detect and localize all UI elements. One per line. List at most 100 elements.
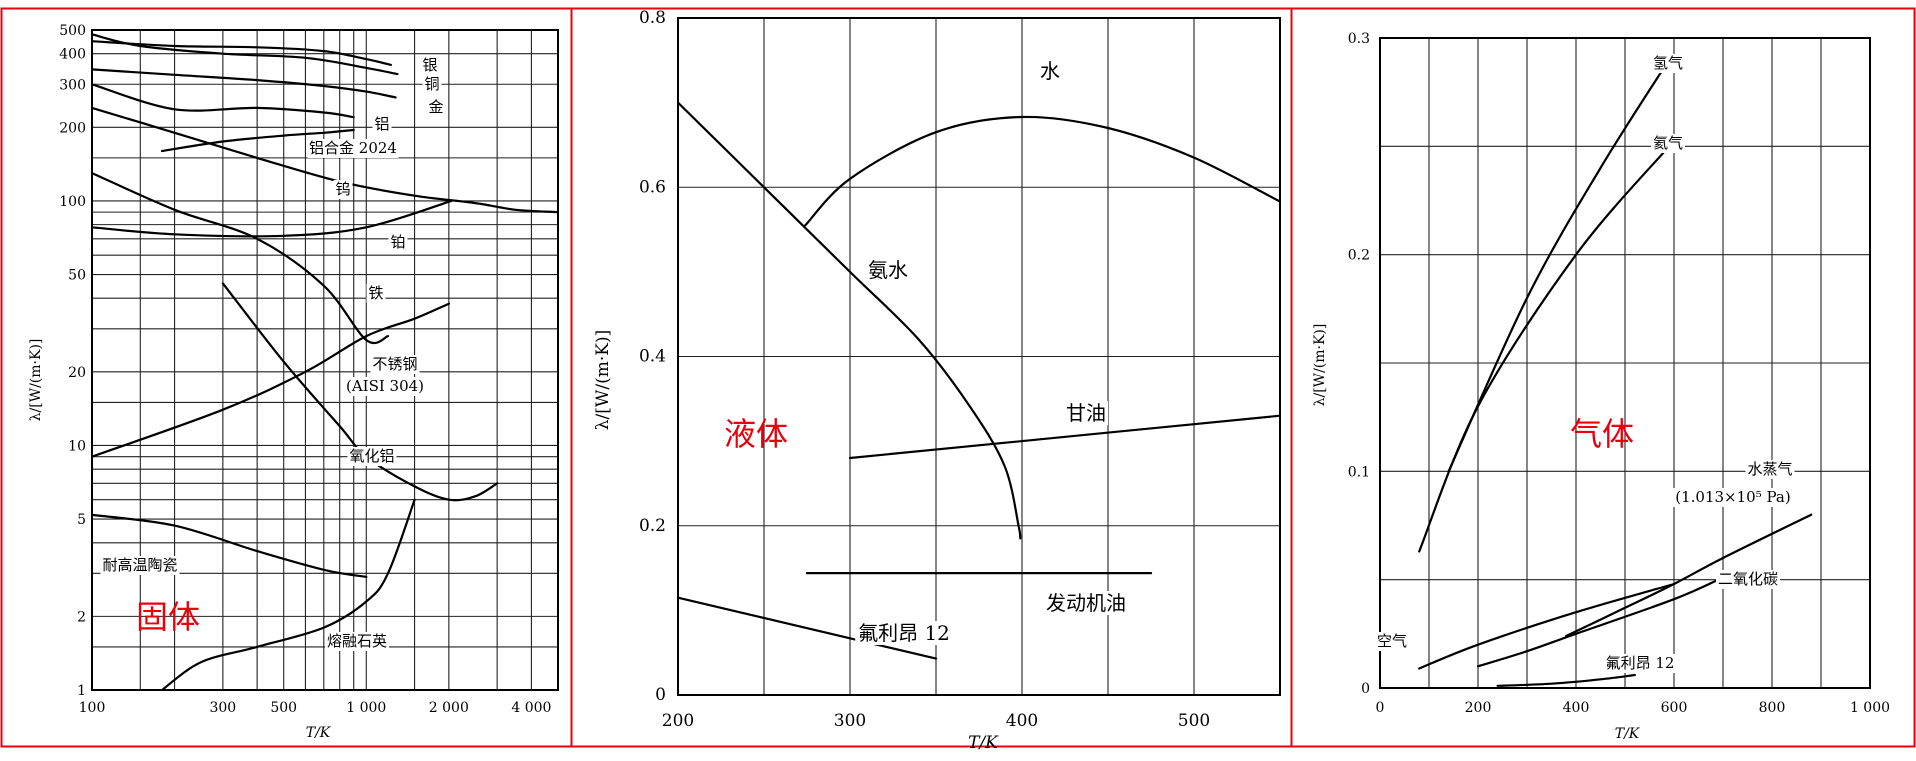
label-backing: [866, 258, 910, 282]
label-backing: [370, 355, 420, 374]
label-backing: [347, 447, 397, 466]
series-line-氦气: [1418, 145, 1671, 553]
y-tick-label: 10: [68, 438, 86, 454]
label-backing: [1651, 134, 1685, 153]
series-line-空气: [1418, 582, 1676, 670]
y-tick-label: 0.2: [639, 516, 666, 536]
series-label-铝: 铝: [374, 115, 389, 133]
y-tick-label: 0.1: [1348, 464, 1370, 480]
series-line-甘油: [848, 414, 1282, 460]
y-tick-label: 20: [68, 365, 86, 381]
series-line-熔融石英: [160, 498, 416, 692]
x-tick-label: 1 000: [1850, 700, 1890, 716]
chart-liquids: 200 300 400 500 0 0.2 0.4 0.6 0.8 T/K λ/[W/(m·K)] 水…: [593, 8, 1282, 753]
x-tick-label: 200: [662, 711, 694, 731]
series-line-铁: [90, 172, 390, 345]
series-label-氦气: 氦气: [1653, 134, 1683, 152]
series-line-铝: [90, 83, 355, 119]
label-backing: [1375, 632, 1409, 651]
series-line-铂: [90, 199, 453, 238]
label-backing: [307, 139, 399, 158]
series-label-银: 银: [422, 56, 437, 74]
series-label-水: 水: [1040, 59, 1060, 83]
label-backing: [420, 56, 440, 75]
y-tick-label: 0.3: [1348, 31, 1370, 47]
series-label-二氧化碳: 二氧化碳: [1718, 570, 1778, 588]
series-line-不锈钢-aisi-304: [90, 302, 450, 458]
label-backing: [1716, 570, 1780, 589]
series-line-铜: [90, 33, 399, 76]
chart-gases: 0 200 400 600 800 1 000 0 0.1 0.2 0.3 T/K λ/[W/(m·K…: [1312, 31, 1890, 742]
x-axis-title: T/K: [1615, 726, 1641, 742]
series-line-二氧化碳: [1476, 576, 1725, 668]
x-tick-label: 200: [1465, 700, 1492, 716]
series-label-氨水: 氨水: [868, 258, 908, 282]
label-backing: [1602, 654, 1678, 673]
label-backing: [1668, 488, 1798, 507]
y-tick-label: 50: [68, 268, 86, 284]
series-line-铝合金-2024: [160, 128, 355, 153]
y-tick-label: 0.8: [639, 8, 666, 28]
series-line-氨水: [676, 101, 1022, 540]
label-backing: [855, 621, 953, 645]
panel-category-label: 气体: [1570, 415, 1634, 453]
y-tick-label: 400: [59, 47, 86, 63]
y-tick-label: 100: [59, 194, 86, 210]
label-backing: [426, 98, 446, 117]
series-line-金: [90, 68, 397, 99]
y-axis-title: λ/[W/(m·K)]: [593, 330, 613, 430]
x-tick-label: 4 000: [511, 700, 551, 716]
label-backing: [100, 556, 180, 575]
x-tick-label: 2 000: [429, 700, 469, 716]
series-label-熔融石英: 熔融石英: [327, 632, 387, 650]
y-tick-label: 2: [77, 609, 86, 625]
x-tick-label: 500: [1178, 711, 1210, 731]
series-label-金: 金: [428, 98, 443, 116]
series-line-氟利昂-12: [676, 596, 938, 660]
series-label-1-013-10-pa: (1.013×10⁵ Pa): [1675, 488, 1790, 506]
x-tick-label: 100: [79, 700, 106, 716]
series-label-氢气: 氢气: [1653, 54, 1683, 72]
series-label-氧化铝: 氧化铝: [349, 447, 394, 465]
series-line-水: [804, 115, 1282, 227]
x-tick-label: 500: [270, 700, 297, 716]
x-axis-title: T/K: [968, 733, 999, 753]
label-backing: [1038, 59, 1062, 83]
x-tick-label: 300: [834, 711, 866, 731]
label-backing: [422, 75, 442, 94]
series-label-aisi-304: (AISI 304): [346, 377, 424, 395]
x-tick-label: 400: [1563, 700, 1590, 716]
series-label-铝合金-2024: 铝合金 2024: [309, 139, 397, 157]
plot-area: [1379, 37, 1871, 689]
label-backing: [1651, 54, 1685, 73]
series-line-氢气: [1447, 58, 1671, 473]
label-backing: [366, 284, 386, 303]
series-label-耐高温陶瓷: 耐高温陶瓷: [102, 556, 177, 574]
series-label-铁: 铁: [368, 284, 383, 302]
x-tick-label: 800: [1759, 700, 1786, 716]
y-tick-label: 0.2: [1348, 248, 1370, 264]
series-line-氟利昂-12: [1496, 673, 1636, 687]
chart-solids: 100 300 500 1 000 2 000 4 000 1 2 5 10 20 50 100 200 3…: [28, 23, 560, 741]
y-tick-label: 200: [59, 120, 86, 136]
label-backing: [372, 115, 392, 134]
series-label-空气: 空气: [1377, 632, 1407, 650]
y-tick-label: 5: [77, 512, 86, 528]
x-tick-label: 300: [209, 700, 236, 716]
y-tick-label: 0: [1361, 681, 1370, 697]
series-label-钨: 钨: [335, 180, 350, 198]
series-label-铜: 铜: [424, 75, 439, 93]
y-axis-title: λ/[W/(m·K)]: [28, 339, 44, 422]
label-backing: [388, 233, 408, 252]
label-backing: [1044, 591, 1128, 615]
x-axis-title: T/K: [306, 725, 332, 741]
label-backing: [1745, 460, 1795, 479]
series-label-发动机油: 发动机油: [1046, 591, 1126, 615]
series-line-银: [90, 40, 392, 66]
panel-frame-gases: [1290, 7, 1916, 748]
series-line-耐高温陶瓷: [90, 513, 368, 578]
y-tick-label: 0.6: [639, 177, 666, 197]
series-label-铂: 铂: [390, 233, 405, 251]
